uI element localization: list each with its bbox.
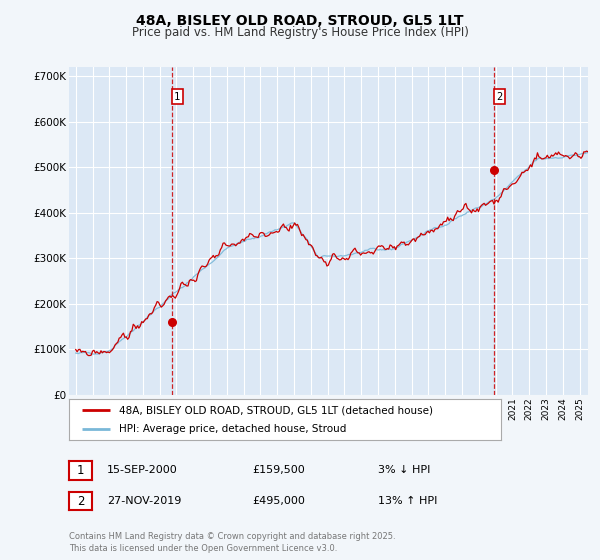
Text: £495,000: £495,000: [252, 496, 305, 506]
Text: Contains HM Land Registry data © Crown copyright and database right 2025.
This d: Contains HM Land Registry data © Crown c…: [69, 533, 395, 553]
Text: 27-NOV-2019: 27-NOV-2019: [107, 496, 181, 506]
Text: 48A, BISLEY OLD ROAD, STROUD, GL5 1LT (detached house): 48A, BISLEY OLD ROAD, STROUD, GL5 1LT (d…: [119, 405, 433, 415]
Text: £159,500: £159,500: [252, 465, 305, 475]
Text: 15-SEP-2000: 15-SEP-2000: [107, 465, 178, 475]
Text: 1: 1: [174, 92, 181, 102]
Text: 3% ↓ HPI: 3% ↓ HPI: [378, 465, 430, 475]
Text: 1: 1: [77, 464, 84, 477]
Text: 13% ↑ HPI: 13% ↑ HPI: [378, 496, 437, 506]
Text: 2: 2: [496, 92, 503, 102]
Text: Price paid vs. HM Land Registry's House Price Index (HPI): Price paid vs. HM Land Registry's House …: [131, 26, 469, 39]
Text: HPI: Average price, detached house, Stroud: HPI: Average price, detached house, Stro…: [119, 424, 346, 433]
Text: 2: 2: [77, 494, 84, 508]
Text: 48A, BISLEY OLD ROAD, STROUD, GL5 1LT: 48A, BISLEY OLD ROAD, STROUD, GL5 1LT: [136, 14, 464, 28]
